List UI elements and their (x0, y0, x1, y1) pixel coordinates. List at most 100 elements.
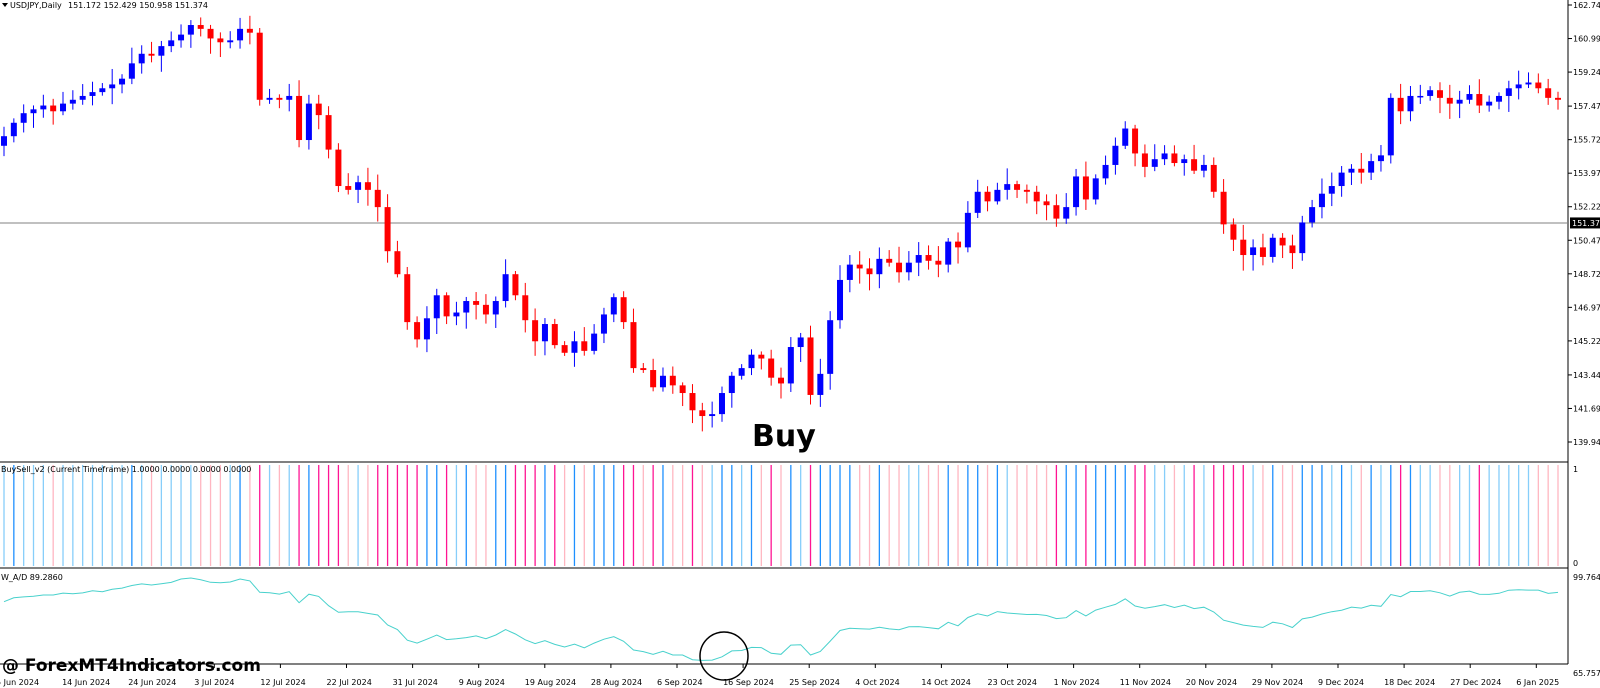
bear-candle (1289, 245, 1296, 254)
bull-candle (817, 373, 824, 395)
price-tick-label: 139.945 (1573, 438, 1600, 447)
price-tick-label: 155.720 (1573, 136, 1600, 145)
time-tick-label: 25 Sep 2024 (789, 678, 840, 687)
bear-candle (1446, 97, 1453, 104)
bear-candle (1240, 239, 1247, 256)
time-tick-label: 1 Nov 2024 (1054, 678, 1100, 687)
price-tick-label: 162.745 (1573, 1, 1600, 10)
bull-candle (876, 258, 883, 275)
bull-candle (227, 40, 234, 43)
bull-candle (797, 337, 804, 348)
bull-candle (846, 264, 853, 280)
bull-candle (1387, 97, 1394, 156)
bear-candle (896, 262, 903, 273)
bear-candle (856, 264, 863, 269)
bear-candle (443, 295, 450, 317)
triangle-down-icon[interactable] (2, 3, 8, 7)
bear-candle (384, 207, 391, 252)
time-tick-label: 28 Aug 2024 (591, 678, 642, 687)
time-tick-label: 31 Jul 2024 (393, 678, 438, 687)
bull-candle (600, 314, 607, 334)
bear-candle (374, 189, 381, 208)
time-tick-label: 14 Oct 2024 (921, 678, 970, 687)
bull-candle (1269, 237, 1276, 257)
price-tick-label: 146.970 (1573, 303, 1600, 312)
time-tick-label: 4 Oct 2024 (855, 678, 899, 687)
bear-candle (473, 301, 480, 305)
bear-candle (699, 410, 706, 417)
bear-candle (886, 258, 893, 263)
bull-candle (994, 189, 1001, 202)
bull-candle (964, 212, 971, 248)
bear-candle (315, 103, 322, 116)
bear-candle (669, 375, 676, 386)
time-tick-label: 6 Sep 2024 (657, 678, 703, 687)
ad-line (3, 577, 1559, 661)
bear-candle (1191, 159, 1198, 171)
bear-candle (935, 260, 942, 265)
bull-candle (119, 78, 126, 85)
bear-candle (364, 182, 371, 190)
bear-candle (1259, 247, 1266, 257)
time-tick-label: 6 Jan 2025 (1516, 678, 1559, 687)
bull-candle (1466, 94, 1473, 100)
time-tick-label: 11 Nov 2024 (1120, 678, 1171, 687)
bull-candle (945, 241, 952, 265)
bull-candle (1348, 168, 1355, 173)
bull-candle (286, 95, 293, 100)
price-tick-label: 157.470 (1573, 102, 1600, 111)
bear-candle (246, 28, 253, 33)
bull-candle (827, 320, 834, 374)
bull-candle (60, 103, 67, 112)
time-tick-label: 12 Jul 2024 (260, 678, 305, 687)
chart-header: USDJPY,Daily 151.172 152.429 150.958 151… (2, 1, 208, 10)
time-tick-label: 16 Sep 2024 (723, 678, 774, 687)
price-tick-label: 141.695 (1573, 404, 1600, 413)
indicator2-scale-max: 99.7648 (1573, 573, 1600, 582)
bear-candle (256, 32, 263, 100)
bear-candle (1230, 224, 1237, 240)
bull-candle (1200, 164, 1207, 171)
bull-candle (1250, 247, 1257, 256)
bull-candle (571, 341, 578, 353)
bear-candle (640, 368, 647, 371)
time-tick-label: 22 Jul 2024 (327, 678, 372, 687)
bull-candle (1092, 178, 1099, 200)
bear-candle (1023, 189, 1030, 192)
bear-candle (404, 274, 411, 323)
bear-candle (1397, 97, 1404, 112)
price-tick-label: 148.720 (1573, 270, 1600, 279)
bear-candle (1053, 205, 1060, 219)
bull-candle (20, 113, 27, 123)
bull-candle (502, 274, 509, 302)
bear-candle (630, 322, 637, 369)
bear-candle (1555, 97, 1561, 100)
bear-candle (650, 370, 657, 388)
price-tick-label: 152.220 (1573, 203, 1600, 212)
bear-candle (1014, 184, 1021, 190)
bull-candle (1407, 95, 1414, 112)
bull-candle (1073, 176, 1080, 208)
bull-candle (748, 354, 755, 369)
bull-candle (187, 25, 194, 35)
bull-candle (178, 34, 185, 41)
indicator1-title: BuySell_v2 (Current Timeframe) 1.0000 0.… (1, 465, 251, 474)
bear-candle (1082, 176, 1089, 200)
bull-candle (1338, 172, 1345, 187)
ohlc-values: 151.172 152.429 150.958 151.374 (68, 1, 208, 10)
bear-candle (522, 295, 529, 321)
bull-candle (974, 191, 981, 213)
bull-candle (1417, 95, 1424, 98)
bull-candle (610, 297, 617, 315)
buy-signal-label: Buy (752, 419, 816, 454)
time-axis: 5 Jun 2024 14 Jun 2024 24 Jun 2024 3 Jul 20… (0, 664, 1559, 687)
bull-candle (423, 318, 430, 340)
time-tick-label: 9 Dec 2024 (1318, 678, 1364, 687)
buysell-histogram (3, 465, 1559, 566)
bull-candle (659, 375, 666, 388)
bull-candle (728, 375, 735, 394)
time-tick-label: 20 Nov 2024 (1186, 678, 1237, 687)
bear-candle (866, 268, 873, 275)
ad-indicator (3, 577, 1559, 661)
